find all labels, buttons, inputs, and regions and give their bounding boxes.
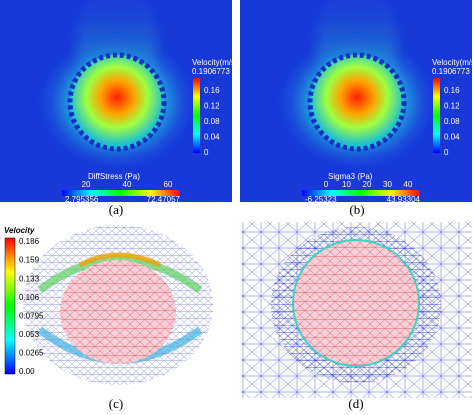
colorbar-tick: 0.0795	[19, 311, 44, 320]
panel-d	[242, 222, 472, 398]
colorbar-title: DiffStress (Pa)	[88, 172, 140, 181]
panel-b	[240, 0, 472, 202]
colorbar-tick: 10	[342, 180, 351, 189]
colorbar-tick: 40	[123, 180, 132, 189]
colorbar-tick: 0	[324, 180, 329, 189]
colorbar-title: Velocity(m/s)	[192, 58, 238, 67]
colorbar-tick: 0.0265	[19, 349, 44, 358]
colorbar-min: 2.795356	[65, 195, 99, 204]
colorbar-tick: 0.08	[204, 117, 220, 126]
colorbar-tick: 0.133	[19, 274, 40, 283]
panel-label: (b)	[349, 202, 364, 217]
colorbar-tick: 0.186	[19, 237, 40, 246]
colorbar-max: 72.47057	[147, 195, 181, 204]
colorbar-min: -6.25323	[305, 195, 337, 204]
panel-label: (a)	[109, 202, 123, 217]
colorbar	[433, 78, 440, 153]
colorbar-tick: 0.12	[204, 102, 220, 111]
colorbar-max: 0.1906773	[432, 67, 470, 76]
colorbar-max: 0.1906773	[192, 67, 230, 76]
colorbar-tick: 0	[204, 148, 209, 157]
colorbar-max: 43.93304	[387, 195, 421, 204]
colorbar-tick: 0.16	[444, 86, 460, 95]
colorbar-tick: 0	[444, 148, 449, 157]
colorbar-tick: 0.053	[19, 330, 40, 339]
colorbar-tick: 40	[404, 180, 413, 189]
colorbar-tick: 0.08	[444, 117, 460, 126]
panel-c	[0, 222, 234, 398]
colorbar-title: Velocity(m/s)	[432, 58, 474, 67]
colorbar-tick: 0.159	[19, 256, 40, 265]
colorbar-tick: 0.12	[444, 102, 460, 111]
panel-label: (d)	[348, 396, 363, 411]
colorbar-tick: 0.04	[204, 133, 220, 142]
panel-label: (c)	[109, 396, 123, 411]
colorbar-tick: 0.16	[204, 86, 220, 95]
colorbar-title: Velocity	[4, 226, 35, 235]
colorbar-tick: 0.00	[19, 367, 35, 376]
colorbar	[62, 190, 180, 196]
colorbar	[302, 190, 420, 196]
colorbar-tick: 0.106	[19, 293, 40, 302]
colorbar-tick: 20	[82, 180, 91, 189]
colorbar-tick: 0.04	[444, 133, 460, 142]
colorbar-tick: 30	[383, 180, 392, 189]
colorbar-tick: 60	[164, 180, 173, 189]
colorbar-tick: 20	[363, 180, 372, 189]
colorbar-title: Sigma3 (Pa)	[328, 172, 373, 181]
colorbar	[193, 78, 200, 153]
